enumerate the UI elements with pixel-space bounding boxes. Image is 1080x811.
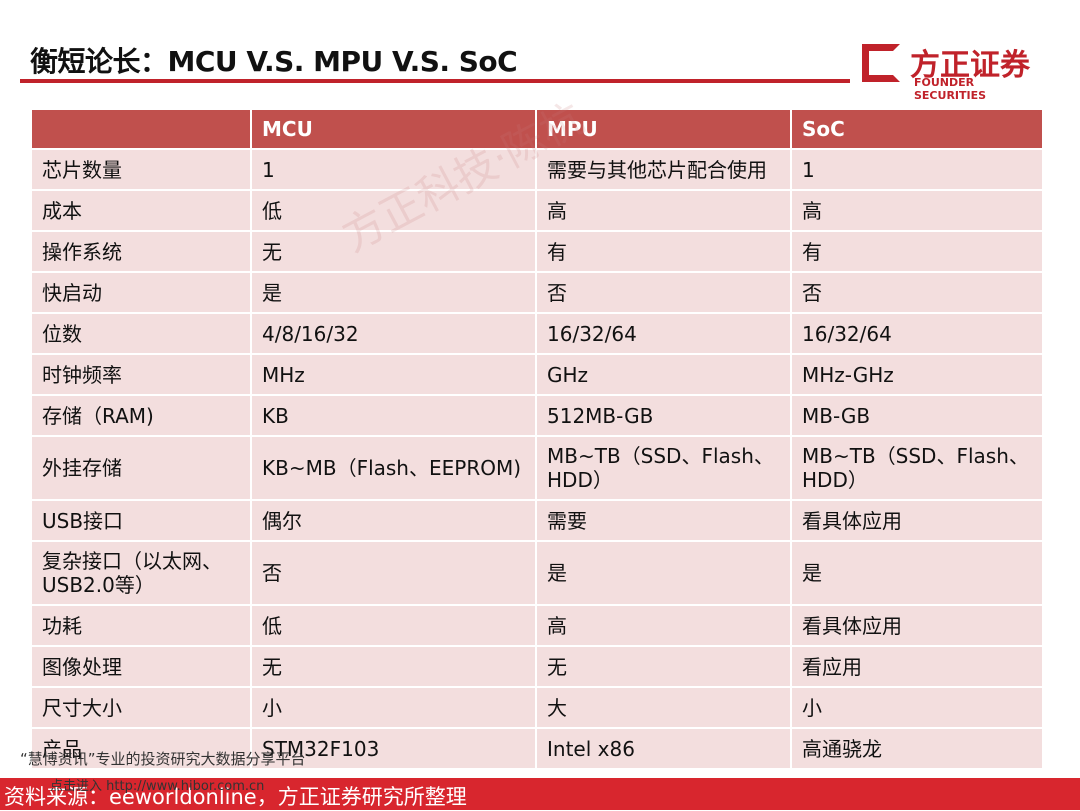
cell: 高通骁龙 [790,727,1044,770]
cell: 大 [535,686,792,729]
cell: 高 [535,604,792,647]
table-row: 位数 4/8/16/32 16/32/64 16/32/64 [30,312,1044,355]
row-label: 产品 [30,727,252,770]
title-rule [20,79,850,83]
slide-title: 衡短论长：MCU V.S. MPU V.S. SoC [30,45,518,78]
cell: 否 [790,271,1044,314]
row-label: 操作系统 [30,230,252,273]
table-row: 外挂存储 KB~MB（Flash、EEPROM) MB~TB（SSD、Flash、H… [30,435,1044,501]
cell: 1 [250,148,537,191]
header-row: MCU MPU SoC [30,108,1044,150]
cell: 偶尔 [250,499,537,542]
row-label: 外挂存储 [30,435,252,501]
cell: 需要 [535,499,792,542]
table-row: 存储（RAM) KB 512MB-GB MB-GB [30,394,1044,437]
table-row: 产品 STM32F103 Intel x86 高通骁龙 [30,727,1044,770]
cell: MHz [250,353,537,396]
cell: 高 [535,189,792,232]
overlay-text: “慧博资讯”专业的投资研究大数据分享平台 [20,750,306,768]
cell: 否 [535,271,792,314]
cell: 512MB-GB [535,394,792,437]
header-cell: SoC [790,108,1044,150]
footer-bar: 资料来源：eeworldonline，方正证券研究所整理 [0,778,1080,810]
header-cell: MPU [535,108,792,150]
table-row: 芯片数量 1 需要与其他芯片配合使用 1 [30,148,1044,191]
cell: 无 [250,645,537,688]
row-label: 尺寸大小 [30,686,252,729]
cell: 看具体应用 [790,604,1044,647]
cell: 看应用 [790,645,1044,688]
table-row: 尺寸大小小大小 [30,686,1044,729]
table-row: 快启动是否否 [30,271,1044,314]
cell: GHz [535,353,792,396]
table-row: 功耗低高看具体应用 [30,604,1044,647]
cell: 无 [250,230,537,273]
row-label: 复杂接口（以太网、USB2.0等） [30,540,252,606]
cell: 16/32/64 [790,312,1044,355]
row-label: 存储（RAM) [30,394,252,437]
table-row: 操作系统无有有 [30,230,1044,273]
cell: MB-GB [790,394,1044,437]
cell: STM32F103 [250,727,537,770]
cell: KB [250,394,537,437]
cell: MB~TB（SSD、Flash、HDD） [535,435,792,501]
header-cell [30,108,252,150]
cell: 有 [790,230,1044,273]
cell: 1 [790,148,1044,191]
table-row: 成本低高高 [30,189,1044,232]
cell: MB~TB（SSD、Flash、HDD） [790,435,1044,501]
row-label: USB接口 [30,499,252,542]
cell: 低 [250,604,537,647]
row-label: 时钟频率 [30,353,252,396]
cell: 高 [790,189,1044,232]
logo-en: FOUNDER SECURITIES [914,76,987,102]
logo-cn: 方正证券 [910,48,1030,83]
comparison-table: MCU MPU SoC 芯片数量 1 需要与其他芯片配合使用 1 成本低高高操作系统无有有快… [30,108,1044,770]
cell: KB~MB（Flash、EEPROM) [250,435,537,501]
row-label: 图像处理 [30,645,252,688]
logo-mark [862,44,900,82]
row-label: 功耗 [30,604,252,647]
row-label: 成本 [30,189,252,232]
cell: 低 [250,189,537,232]
cell: 看具体应用 [790,499,1044,542]
cell: 是 [535,540,792,606]
table-row: 时钟频率 MHz GHz MHz-GHz [30,353,1044,396]
cell: 4/8/16/32 [250,312,537,355]
row-label: 位数 [30,312,252,355]
cell: MHz-GHz [790,353,1044,396]
cell: 有 [535,230,792,273]
header-cell: MCU [250,108,537,150]
logo: 方正证券 FOUNDER SECURITIES [862,40,1042,102]
cell: 需要与其他芯片配合使用 [535,148,792,191]
cell: 小 [790,686,1044,729]
cell: Intel x86 [535,727,792,770]
cell: 无 [535,645,792,688]
overlay-link[interactable]: 点击进入 http://www.hibor.com.cn [50,779,265,794]
cell: 16/32/64 [535,312,792,355]
row-label: 快启动 [30,271,252,314]
table-row: USB接口 偶尔 需要 看具体应用 [30,499,1044,542]
table-row: 复杂接口（以太网、USB2.0等）否是是 [30,540,1044,606]
cell: 小 [250,686,537,729]
source: 资料来源：eeworldonline，方正证券研究所整理 [4,785,467,809]
row-label: 芯片数量 [30,148,252,191]
table-row: 图像处理无无看应用 [30,645,1044,688]
cell: 是 [790,540,1044,606]
cell: 是 [250,271,537,314]
cell: 否 [250,540,537,606]
